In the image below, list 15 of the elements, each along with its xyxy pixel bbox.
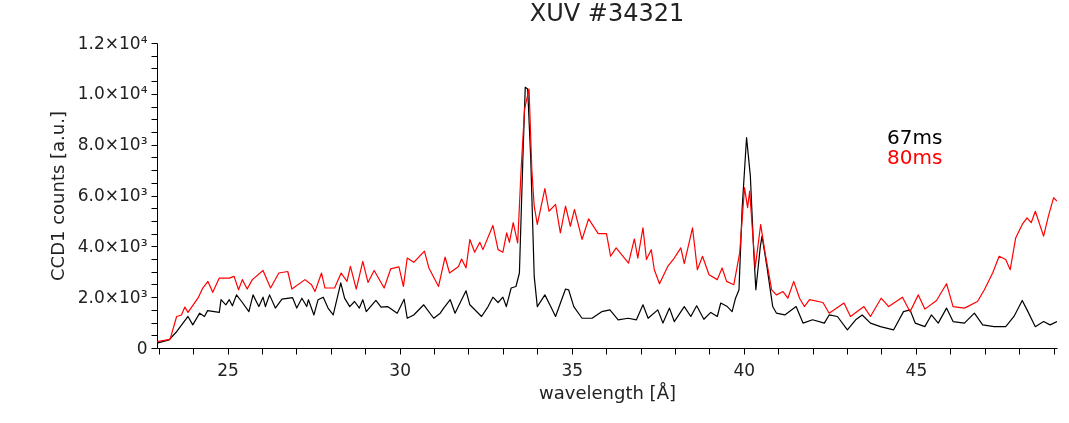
y-tick-label: 4.0×10³ bbox=[77, 235, 148, 256]
x-tick-label: 35 bbox=[561, 359, 584, 380]
y-tick-label: 0 bbox=[136, 337, 148, 358]
y-tick-label: 8.0×10³ bbox=[77, 134, 148, 155]
x-tick-label: 30 bbox=[389, 359, 411, 380]
y-axis-title: CCD1 counts [a.u.] bbox=[46, 111, 68, 281]
y-tick-label: 6.0×10³ bbox=[77, 185, 148, 205]
y-tick-label: 1.2×10⁴ bbox=[77, 32, 148, 53]
chart-title: XUV #34321 bbox=[529, 0, 685, 27]
x-tick-label: 45 bbox=[905, 359, 928, 380]
y-tick-label: 1.0×10⁴ bbox=[77, 83, 148, 104]
x-tick-label: 25 bbox=[217, 359, 239, 380]
x-tick-label: 40 bbox=[733, 359, 756, 380]
x-axis-title: wavelength [Å] bbox=[539, 381, 676, 403]
y-tick-label: 2.0×10³ bbox=[77, 286, 148, 307]
